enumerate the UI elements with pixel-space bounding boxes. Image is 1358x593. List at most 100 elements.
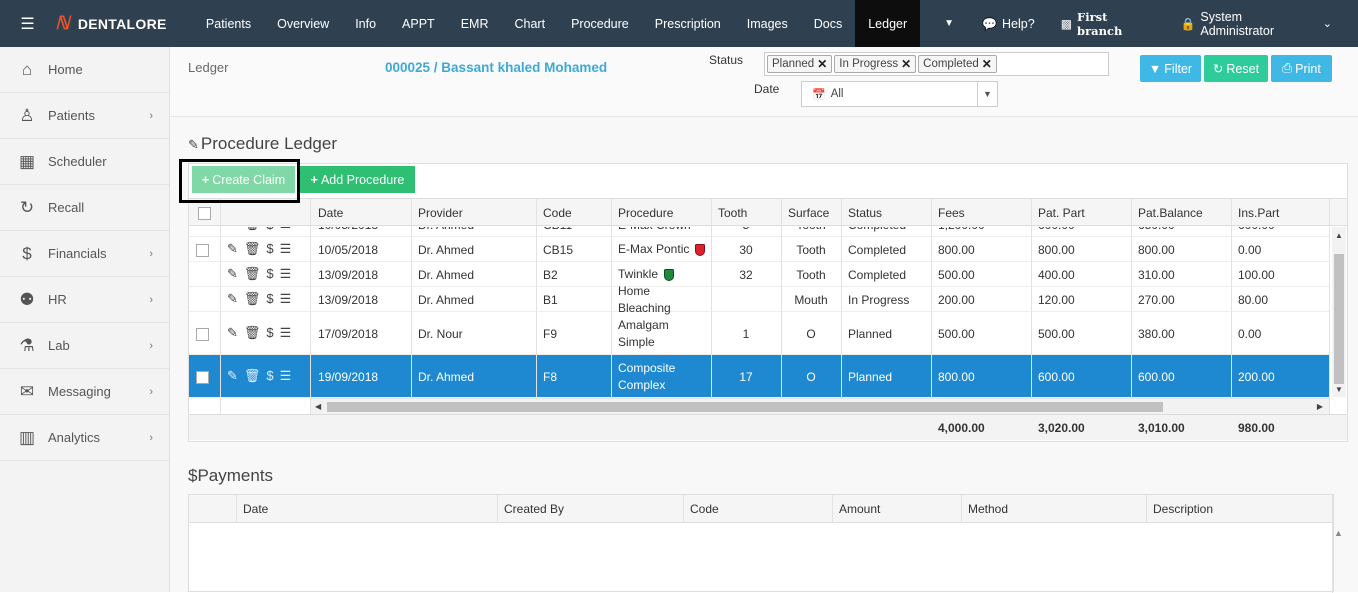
nav-item-emr[interactable]: EMR xyxy=(448,0,502,47)
grid-totals-row: 4,000.00 3,020.00 3,010.00 980.00 xyxy=(189,414,1347,440)
nav-item-ledger[interactable]: Ledger xyxy=(855,0,921,47)
scroll-down-icon[interactable]: ▼ xyxy=(1335,385,1343,394)
sidebar-item-home[interactable]: ⌂ Home xyxy=(0,47,169,93)
list-icon[interactable]: ☰ xyxy=(279,367,292,383)
column-header-code[interactable]: Code xyxy=(543,206,572,220)
create-claim-button[interactable]: + Create Claim xyxy=(192,166,295,193)
nav-item-docs[interactable]: Docs xyxy=(801,0,855,47)
scroll-left-icon[interactable]: ◀ xyxy=(315,402,322,411)
vertical-scrollbar[interactable]: ▲ ▼ xyxy=(1332,227,1346,397)
trash-icon[interactable]: 🗑 xyxy=(243,240,261,256)
remove-tag-icon[interactable]: ✕ xyxy=(901,57,912,71)
sidebar-item-messaging[interactable]: ✉ Messaging › xyxy=(0,369,169,415)
cell-pat-balance: 310.00 xyxy=(1131,262,1231,287)
payments-column-code[interactable]: Code xyxy=(690,502,719,516)
dollar-icon[interactable]: $ xyxy=(266,368,274,383)
trash-icon[interactable]: 🗑 xyxy=(244,227,261,232)
list-icon[interactable]: ☰ xyxy=(279,290,292,306)
dollar-icon[interactable]: $ xyxy=(266,266,274,281)
nav-item-images[interactable]: Images xyxy=(734,0,801,47)
payments-column-method[interactable]: Method xyxy=(968,502,1009,516)
date-select[interactable]: 📅 All ▼ xyxy=(801,81,998,107)
scroll-up-icon[interactable]: ▲ xyxy=(1334,528,1343,538)
payments-column-created-by[interactable]: Created By xyxy=(504,502,565,516)
payments-column-date[interactable]: Date xyxy=(243,502,269,516)
menu-toggle-icon[interactable]: ☰ xyxy=(20,15,35,33)
filter-button[interactable]: ▼ Filter xyxy=(1140,55,1201,82)
select-all-checkbox[interactable] xyxy=(198,207,211,220)
nav-item-chart[interactable]: Chart xyxy=(501,0,558,47)
horizontal-scrollbar[interactable]: ◀ ▶ xyxy=(311,398,1329,414)
caret-down-icon[interactable]: ▼ xyxy=(977,82,997,106)
patient-link[interactable]: 000025 / Bassant khaled Mohamed xyxy=(385,60,608,75)
list-icon[interactable]: ☰ xyxy=(279,324,292,340)
sidebar-item-patients[interactable]: ♙ Patients › xyxy=(0,93,169,139)
trash-icon[interactable]: 🗑 xyxy=(243,265,261,281)
add-procedure-button[interactable]: + Add Procedure xyxy=(300,166,415,193)
nav-item-patients[interactable]: Patients xyxy=(193,0,264,47)
edit-icon[interactable]: ✎ xyxy=(227,324,238,340)
dollar-icon[interactable]: $ xyxy=(266,227,273,232)
nav-item-overview[interactable]: Overview xyxy=(264,0,342,47)
remove-tag-icon[interactable]: ✕ xyxy=(981,57,992,71)
column-header-ins-part[interactable]: Ins.Part xyxy=(1238,206,1280,220)
help-link[interactable]: 💬 Help? xyxy=(982,17,1035,31)
scroll-right-icon[interactable]: ▶ xyxy=(1316,402,1323,411)
edit-icon[interactable]: ✎ xyxy=(227,240,238,256)
branch-selector[interactable]: ▩ First branch xyxy=(1061,10,1155,38)
edit-icon[interactable]: ✎ xyxy=(227,265,238,281)
remove-tag-icon[interactable]: ✕ xyxy=(817,57,828,71)
column-header-date[interactable]: Date xyxy=(318,206,344,220)
sidebar-item-recall[interactable]: ↻ Recall xyxy=(0,185,169,231)
print-button[interactable]: ⎙ Print xyxy=(1271,55,1332,82)
column-header-provider[interactable]: Provider xyxy=(418,206,463,220)
trash-icon[interactable]: 🗑 xyxy=(243,290,261,306)
payments-column-description[interactable]: Description xyxy=(1153,502,1214,516)
list-icon[interactable]: ☰ xyxy=(279,240,292,256)
nav-item-procedure[interactable]: Procedure xyxy=(558,0,642,47)
column-header-procedure[interactable]: Procedure xyxy=(618,206,674,220)
brand-logo[interactable]: ℕ DENTALORE xyxy=(55,0,193,47)
edit-icon[interactable]: ✎ xyxy=(227,367,238,383)
column-header-fees[interactable]: Fees xyxy=(938,206,965,220)
nav-item-info[interactable]: Info xyxy=(342,0,389,47)
user-menu[interactable]: 🔒 System Administrator ⌄ xyxy=(1180,10,1332,38)
reset-button[interactable]: ↻ Reset xyxy=(1204,55,1268,82)
sidebar-item-scheduler[interactable]: ▦ Scheduler xyxy=(0,139,169,185)
table-row[interactable]: ✎ 🗑 $ ☰ 13/09/2018 Dr. Ahmed B2 Twinkle 32 Tooth C… xyxy=(189,262,1329,287)
sidebar-item-analytics[interactable]: ▥ Analytics › xyxy=(0,415,169,461)
status-multiselect[interactable]: Planned ✕ In Progress ✕ Completed ✕ xyxy=(764,52,1109,76)
column-header-pat-balance[interactable]: Pat.Balance xyxy=(1138,206,1203,220)
column-header-tooth[interactable]: Tooth xyxy=(718,206,748,220)
trash-icon[interactable]: 🗑 xyxy=(243,367,261,383)
payments-column-amount[interactable]: Amount xyxy=(839,502,881,516)
scroll-thumb[interactable] xyxy=(327,402,1163,412)
dollar-icon[interactable]: $ xyxy=(266,325,274,340)
sidebar-item-financials[interactable]: $ Financials › xyxy=(0,231,169,277)
row-checkbox[interactable] xyxy=(196,243,209,257)
scroll-up-icon[interactable]: ▲ xyxy=(1335,231,1343,240)
dollar-icon[interactable]: $ xyxy=(266,291,274,306)
column-header-surface[interactable]: Surface xyxy=(788,206,830,220)
list-icon[interactable]: ☰ xyxy=(279,265,292,281)
row-checkbox[interactable] xyxy=(196,370,209,384)
row-checkbox[interactable] xyxy=(196,327,209,341)
sidebar-item-lab[interactable]: ⚗ Lab › xyxy=(0,323,169,369)
nav-item-appt[interactable]: APPT xyxy=(389,0,448,47)
nav-more-dropdown[interactable]: ▼ xyxy=(944,18,955,29)
trash-icon[interactable]: 🗑 xyxy=(243,324,261,340)
list-icon[interactable]: ☰ xyxy=(280,227,292,232)
table-row-partial[interactable]: ✎ 🗑 $ ☰ 10/05/2018 Dr. Ahmed CB11 E-Max Crown 5 T… xyxy=(189,227,1329,237)
dollar-icon[interactable]: $ xyxy=(266,241,274,256)
table-row[interactable]: ✎ 🗑 $ ☰ 10/05/2018 Dr. Ahmed CB15 E-Max Pontic 3… xyxy=(189,237,1329,262)
edit-icon[interactable]: ✎ xyxy=(227,227,238,232)
column-header-status[interactable]: Status xyxy=(848,206,883,220)
edit-icon[interactable]: ✎ xyxy=(227,290,238,306)
scroll-thumb[interactable] xyxy=(1334,254,1344,384)
table-row[interactable]: ✎ 🗑 $ ☰ 13/09/2018 Dr. Ahmed B1 Home Bleaching M… xyxy=(189,284,1329,315)
table-row[interactable]: ✎ 🗑 $ ☰ 19/09/2018 Dr. Ahmed F8 Composite Compl… xyxy=(189,355,1329,398)
nav-item-prescription[interactable]: Prescription xyxy=(642,0,734,47)
sidebar-item-hr[interactable]: ⚉ HR › xyxy=(0,277,169,323)
column-header-pat-part[interactable]: Pat. Part xyxy=(1038,206,1085,220)
table-row[interactable]: ✎ 🗑 $ ☰ 17/09/2018 Dr. Nour F9 Amalgam Simple 1 O… xyxy=(189,312,1329,355)
